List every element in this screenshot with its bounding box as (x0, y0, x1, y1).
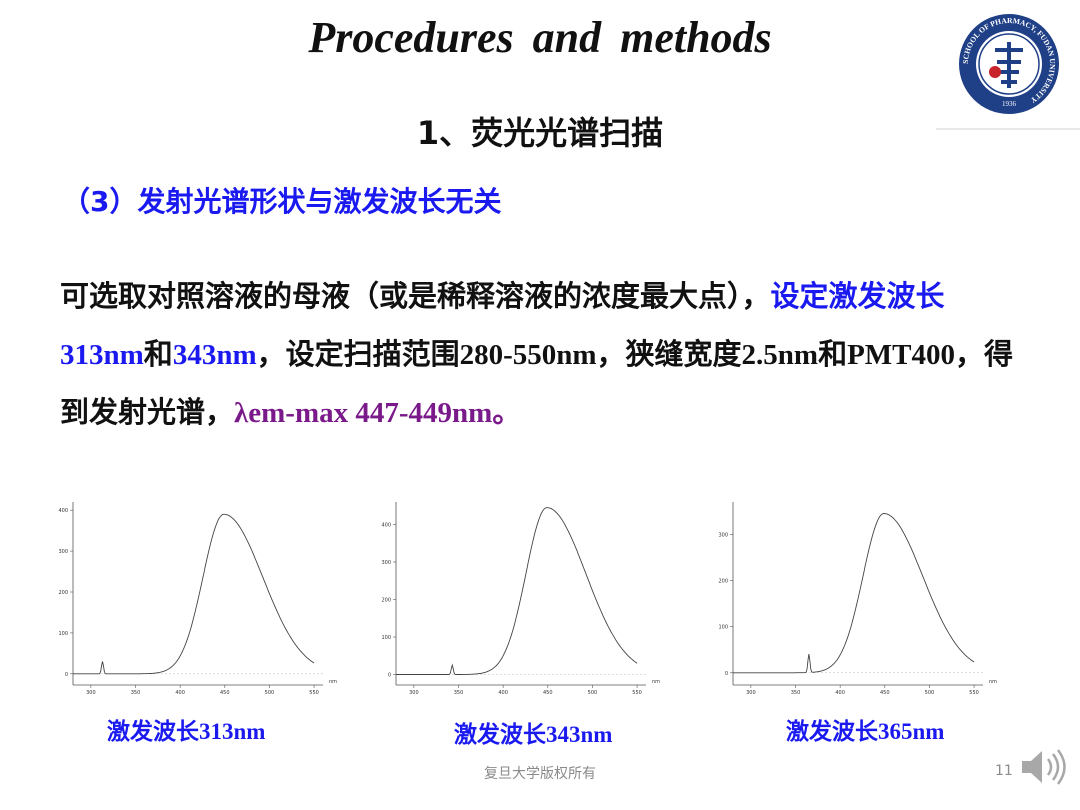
spectrum-chart-3-svg: 0 100 200 300 300 350 400 450 500 550 nm (718, 502, 997, 696)
x-tick-label: 550 (969, 690, 979, 696)
spectrum-line (396, 507, 638, 675)
para-text-3: 和 (143, 339, 173, 371)
x-tick-label: 400 (175, 690, 185, 696)
section-heading: 1、荧光光谱扫描 (416, 114, 664, 152)
x-tick-label: 550 (632, 690, 642, 696)
y-tick-label: 100 (58, 631, 68, 637)
para-text-7: 。 (492, 397, 522, 429)
y-tick-label: 0 (65, 672, 68, 678)
x-tick-label: 350 (791, 690, 801, 696)
para-text-5: ，设定扫描范围280-550nm，狭缝宽度2.5nm和PMT400，得到发射光谱… (60, 339, 1014, 429)
y-tick-label: 200 (381, 598, 391, 604)
spectrum-line (73, 513, 315, 675)
x-tick-label: 300 (86, 690, 96, 696)
x-tick-label: 500 (925, 690, 935, 696)
spectrum-chart-2-svg: 0 100 200 300 400 300 350 400 450 500 550 nm (381, 502, 660, 696)
x-unit-label: nm (652, 679, 660, 685)
chart-caption-1: 激发波长313nm (107, 719, 266, 744)
y-tick-label: 0 (388, 673, 391, 679)
x-tick-label: 550 (309, 690, 319, 696)
y-tick-label: 200 (718, 578, 728, 584)
spectrum-chart-3: 0 100 200 300 300 350 400 450 500 550 nm (715, 492, 1005, 712)
x-tick-label: 500 (588, 690, 598, 696)
x-tick-label: 400 (498, 690, 508, 696)
x-tick-label: 350 (131, 690, 141, 696)
x-tick-label: 350 (454, 690, 464, 696)
y-tick-label: 300 (58, 549, 68, 555)
x-tick-label: 300 (746, 690, 756, 696)
spectrum-chart-2: 0 100 200 300 400 300 350 400 450 500 550 nm (378, 492, 668, 712)
x-tick-label: 450 (543, 690, 553, 696)
y-tick-label: 100 (718, 625, 728, 631)
y-tick-label: 300 (718, 532, 728, 538)
x-tick-label: 450 (880, 690, 890, 696)
speaker-icon[interactable] (1016, 742, 1066, 792)
y-tick-label: 400 (58, 508, 68, 514)
body-paragraph: 可选取对照溶液的母液（或是稀释溶液的浓度最大点），设定激发波长313nm和343… (60, 268, 1020, 442)
para-text-6: λem-max 447-449nm (234, 397, 493, 429)
x-unit-label: nm (989, 679, 997, 685)
y-tick-label: 0 (725, 671, 728, 677)
chart-caption-3: 激发波长365nm (786, 719, 945, 744)
university-logo: SCHOOL OF PHARMACY, FUDAN UNIVERSITY 193… (955, 10, 1063, 118)
spectrum-chart-1-svg: 0 100 200 300 400 300 350 400 450 500 550 nm (58, 502, 337, 696)
subsection-heading: （3）发射光谱形状与激发波长无关 (62, 185, 502, 218)
page-number: 11 (995, 763, 1013, 779)
slide-title: Procedures and methods (308, 13, 772, 62)
x-tick-label: 400 (835, 690, 845, 696)
spectrum-line (733, 513, 975, 674)
y-tick-label: 300 (381, 560, 391, 566)
para-text-1: 可选取对照溶液的母液（或是稀释溶液的浓度最大点）， (60, 281, 771, 313)
para-text-4: 343nm (172, 339, 257, 371)
y-tick-label: 200 (58, 590, 68, 596)
x-tick-label: 500 (265, 690, 275, 696)
x-tick-label: 450 (220, 690, 230, 696)
x-tick-label: 300 (409, 690, 419, 696)
header-divider (936, 128, 1080, 130)
footer-copyright: 复旦大学版权所有 (484, 766, 596, 782)
y-tick-label: 100 (381, 635, 391, 641)
y-tick-label: 400 (381, 523, 391, 529)
chart-caption-2: 激发波长343nm (454, 722, 613, 747)
x-unit-label: nm (329, 679, 337, 685)
spectrum-chart-1: 0 100 200 300 400 300 350 400 450 500 550 nm (55, 492, 345, 712)
logo-year: 1936 (1002, 100, 1017, 108)
para-text-2: 设定激发波长313nm (60, 281, 945, 371)
